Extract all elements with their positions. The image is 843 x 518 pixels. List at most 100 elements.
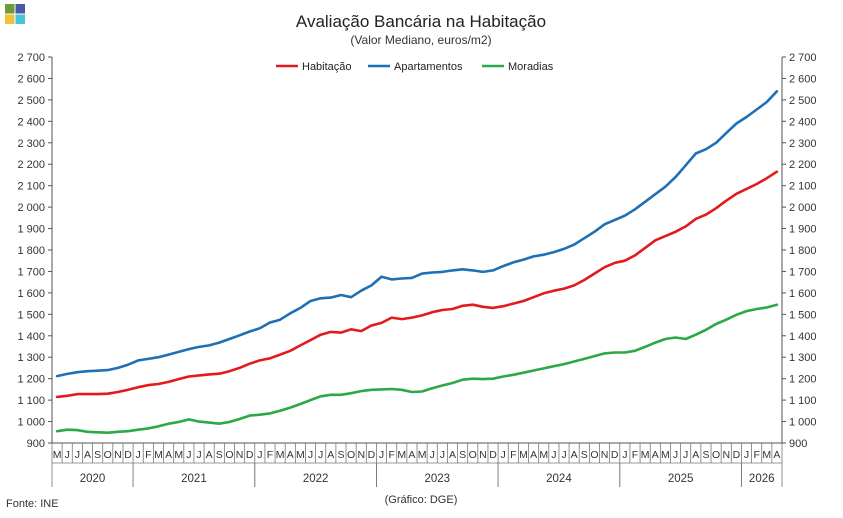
y-tick-label-left: 2 000 [17, 202, 45, 214]
y-tick-label-right: 1 000 [789, 417, 817, 429]
month-label: J [551, 449, 556, 461]
month-label: S [216, 449, 223, 461]
chart-title: Avaliação Bancária na Habitação [296, 12, 546, 31]
month-label: A [165, 449, 172, 461]
y-tick-label-left: 2 700 [17, 52, 45, 64]
series-lines [55, 90, 779, 434]
y-tick-label-right: 900 [789, 438, 807, 450]
y-tick-label-right: 1 200 [789, 374, 817, 386]
year-label: 2023 [424, 473, 450, 485]
year-label: 2020 [80, 473, 106, 485]
month-label: M [174, 449, 183, 461]
source-note: Fonte: INE [6, 498, 59, 510]
y-tick-label-left: 1 700 [17, 266, 45, 278]
month-label: M [397, 449, 406, 461]
month-label: N [114, 449, 122, 461]
y-tick-label-right: 1 900 [789, 224, 817, 236]
month-label: O [104, 449, 112, 461]
month-label: F [145, 449, 151, 461]
month-label: S [94, 449, 101, 461]
y-axis-right-ticks: 2 700 2 600 2 500 2 400 2 300 2 200 2 100 2 000… [782, 52, 817, 450]
y-tick-label-right: 2 400 [789, 116, 817, 128]
month-label: N [479, 449, 487, 461]
month-label: J [673, 449, 678, 461]
month-label: F [632, 449, 638, 461]
y-tick-label-right: 1 400 [789, 331, 817, 343]
month-label: A [571, 449, 578, 461]
y-tick-label-right: 1 800 [789, 245, 817, 257]
month-label: O [225, 449, 233, 461]
month-label: J [622, 449, 627, 461]
y-tick-label-right: 2 100 [789, 181, 817, 193]
month-label: J [257, 449, 262, 461]
year-label: 2022 [303, 473, 329, 485]
month-label: J [501, 449, 506, 461]
y-tick-label-left: 2 100 [17, 181, 45, 193]
month-label: O [347, 449, 355, 461]
y-tick-label-left: 2 600 [17, 73, 45, 85]
y-tick-label-left: 1 800 [17, 245, 45, 257]
month-label: F [510, 449, 516, 461]
month-label: S [337, 449, 344, 461]
month-label: D [124, 449, 132, 461]
month-label: A [773, 449, 780, 461]
month-label: A [530, 449, 537, 461]
month-label: N [236, 449, 244, 461]
y-tick-label-right: 1 100 [789, 395, 817, 407]
month-label: D [246, 449, 254, 461]
month-label: S [459, 449, 466, 461]
year-label: 2024 [546, 473, 572, 485]
series-line-moradias [55, 303, 779, 434]
y-tick-label-right: 2 300 [789, 138, 817, 150]
chart-legend: Habitação Apartamentos Moradias [276, 61, 554, 73]
y-tick-label-left: 1 900 [17, 224, 45, 236]
y-tick-label-left: 1 600 [17, 288, 45, 300]
month-label: D [489, 449, 497, 461]
month-label: A [327, 449, 334, 461]
chart-axes [51, 57, 783, 444]
y-tick-label-left: 1 500 [17, 309, 45, 321]
series-line-habitação [55, 170, 779, 399]
month-label: M [519, 449, 528, 461]
y-tick-label-right: 2 700 [789, 52, 817, 64]
month-label: F [753, 449, 759, 461]
legend-label: Apartamentos [394, 61, 463, 73]
y-tick-label-left: 1 300 [17, 352, 45, 364]
month-label: J [430, 449, 435, 461]
year-label: 2025 [668, 473, 694, 485]
month-label: N [357, 449, 365, 461]
month-label: J [561, 449, 566, 461]
y-tick-label-right: 2 500 [789, 95, 817, 107]
month-label: J [440, 449, 445, 461]
month-label: A [449, 449, 456, 461]
month-label: M [641, 449, 650, 461]
month-label: J [308, 449, 313, 461]
month-label: M [296, 449, 305, 461]
month-label: D [733, 449, 741, 461]
y-tick-label-left: 2 400 [17, 116, 45, 128]
app-logo-icon [5, 4, 25, 24]
month-label: J [75, 449, 80, 461]
month-label: D [611, 449, 619, 461]
month-label: M [154, 449, 163, 461]
month-label: M [661, 449, 670, 461]
month-label: M [539, 449, 548, 461]
month-label: O [712, 449, 720, 461]
y-tick-label-left: 2 200 [17, 159, 45, 171]
y-tick-label-right: 1 600 [789, 288, 817, 300]
month-label: O [590, 449, 598, 461]
month-label: A [692, 449, 699, 461]
month-label: A [287, 449, 294, 461]
y-tick-label-left: 900 [27, 438, 45, 450]
y-tick-label-left: 1 000 [17, 417, 45, 429]
y-tick-label-right: 1 500 [789, 309, 817, 321]
month-label: A [408, 449, 415, 461]
year-label: 2021 [181, 473, 207, 485]
month-label: S [702, 449, 709, 461]
legend-label: Moradias [508, 61, 554, 73]
month-label: J [744, 449, 749, 461]
month-label: J [196, 449, 201, 461]
month-label: F [267, 449, 273, 461]
